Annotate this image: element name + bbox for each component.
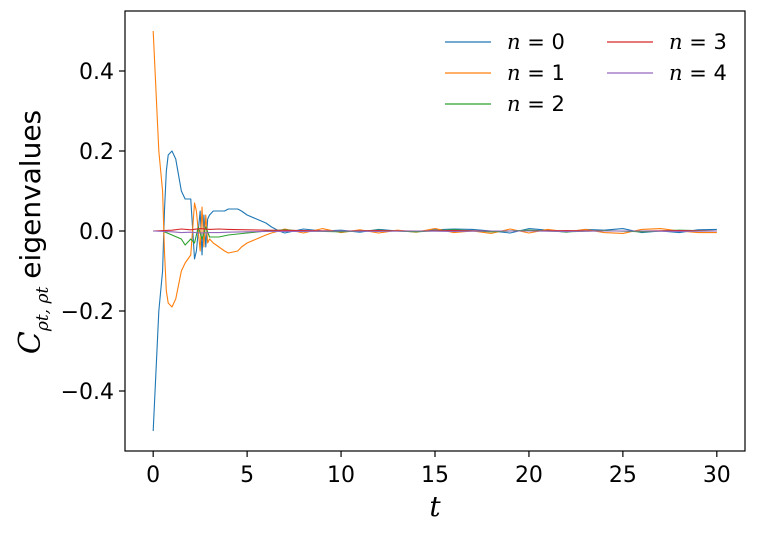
series-layer [152,30,717,432]
y-tick-label: 0.4 [79,60,114,85]
x-axis-label: t [429,490,441,523]
legend-label-n4: n = 4 [669,61,727,85]
x-tick-label: 25 [609,463,637,488]
y-tick-label: −0.2 [61,300,114,325]
y-axis-ticks: −0.4 −0.2 0.0 0.2 0.4 [61,60,125,405]
legend-label-n0: n = 0 [507,30,565,54]
plot-area [124,10,746,452]
y-tick-label: 0.0 [79,220,114,245]
series-line-n4 [153,230,717,234]
x-tick-label: 10 [327,463,355,488]
x-tick-label: 0 [146,463,160,488]
y-axis-label-text: eigenvalues [14,110,47,279]
y-tick-label: 0.2 [79,140,114,165]
y-tick-label: −0.4 [61,380,114,405]
x-tick-label: 15 [421,463,449,488]
x-tick-label: 5 [240,463,254,488]
legend-label-n3: n = 3 [669,30,727,54]
x-axis-ticks: 0 5 10 15 20 25 30 [146,451,731,488]
x-tick-label: 20 [515,463,543,488]
y-axis-label-symbol: C [13,331,48,354]
legend-label-n2: n = 2 [507,92,565,116]
y-axis-label-subscript: ρt, ρt [33,287,53,333]
x-tick-label: 30 [703,463,731,488]
series-line-n1 [152,30,717,308]
legend-label-n1: n = 1 [507,61,565,85]
y-axis-label: Cρt, ρt eigenvalues [13,110,53,354]
legend: n = 0 n = 1 n = 2 n = 3 n = 4 [445,30,727,116]
